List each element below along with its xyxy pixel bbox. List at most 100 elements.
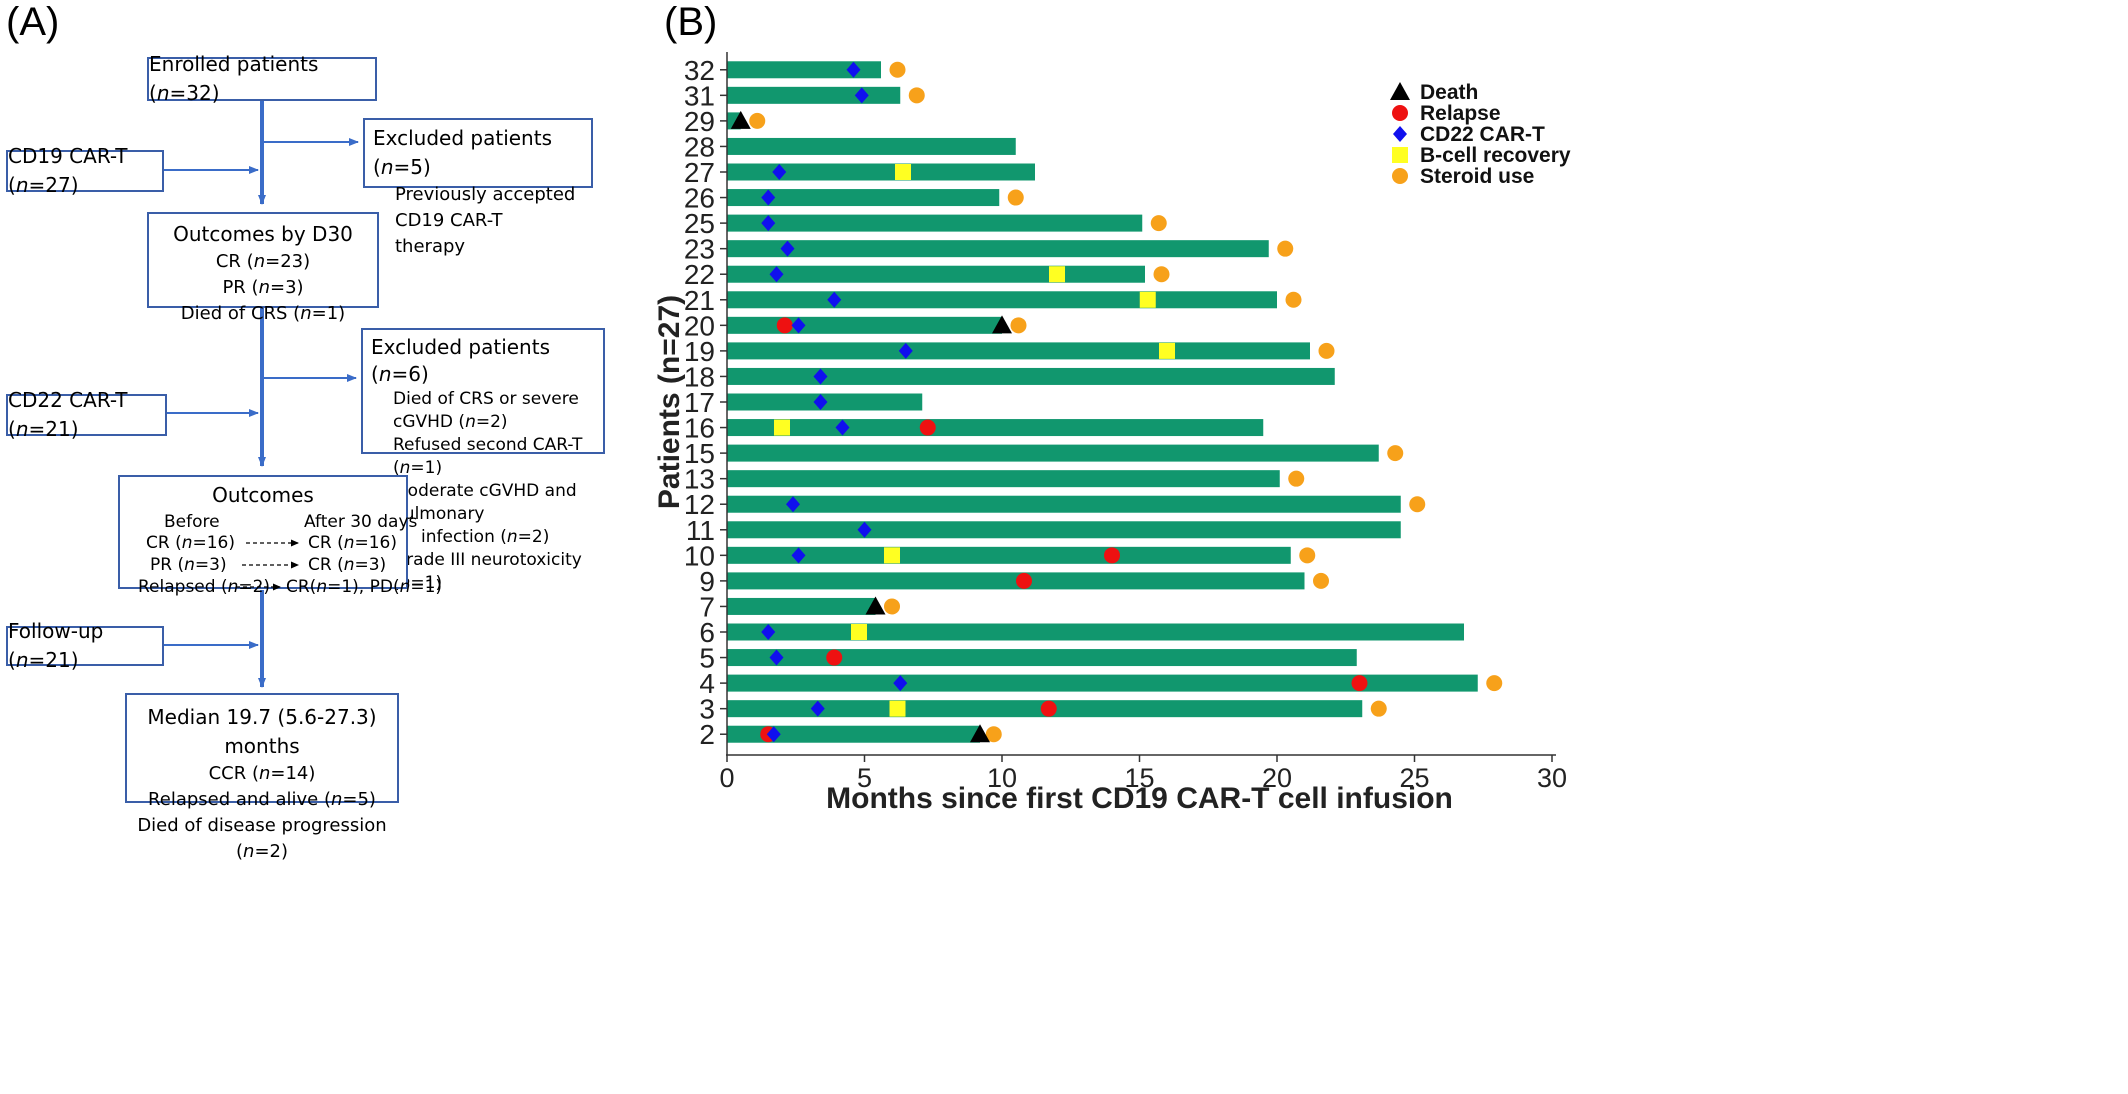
steroid-use-marker	[908, 87, 925, 104]
y-tick-label: 16	[684, 413, 715, 444]
legend-relapse-symbol	[1392, 105, 1408, 121]
bar-patient-12	[727, 495, 1401, 513]
bar-patient-25	[727, 214, 1143, 232]
excluded-2-line: Died of CRS or severe cGVHD (n=2)	[393, 389, 579, 432]
y-tick-label: 17	[684, 387, 715, 418]
b-cell-recovery-marker	[851, 624, 867, 640]
excluded-1-title: Excluded patients (n=5)	[373, 126, 552, 179]
excluded-box-2: Excluded patients (n=6) Died of CRS or s…	[361, 328, 605, 593]
y-tick-label: 26	[684, 183, 715, 214]
relapse-marker	[1104, 547, 1120, 564]
panel-b-label: (B)	[664, 0, 718, 44]
b-cell-recovery-marker	[1139, 291, 1156, 308]
b-cell-recovery-marker	[884, 547, 900, 564]
cd22-car-t-marker	[813, 368, 828, 385]
cd22-car-t-marker	[857, 521, 872, 538]
b-cell-recovery-marker	[895, 164, 911, 180]
b-cell-recovery-marker	[1049, 266, 1065, 283]
excluded-1-line: Previously accepted CD19 CAR-T	[395, 184, 576, 232]
steroid-use-marker	[1007, 189, 1024, 206]
death-marker	[992, 315, 1012, 334]
legend-b-cell-recovery-label: B-cell recovery	[1420, 144, 1571, 167]
after-value: CR (n=16)	[308, 533, 398, 553]
bar-patient-32	[727, 61, 881, 79]
steroid-use-marker	[1318, 342, 1335, 359]
legend-death-symbol	[1390, 82, 1410, 100]
steroid-use-marker	[1387, 445, 1404, 462]
cd22-car-t-marker	[813, 394, 828, 410]
x-tick-label: 20	[1262, 763, 1292, 793]
x-tick-label: 5	[857, 763, 872, 793]
cd22-car-t-marker	[827, 291, 842, 308]
panel-a-label: (A)	[6, 0, 60, 44]
y-tick-label: 32	[684, 55, 715, 86]
y-tick-label: 15	[684, 438, 715, 469]
final-line: Relapsed and alive (n=5)	[148, 789, 376, 811]
y-axis-label: Patients (n=27)	[653, 295, 686, 509]
excluded-2-line: Moderate cGVHD and pulmonary	[393, 480, 577, 524]
outcomes-dashed-arrows	[236, 539, 299, 591]
d30-line: CR (n=23)	[215, 251, 311, 272]
cd22-car-t-marker	[772, 164, 787, 180]
d30-line: PR (n=3)	[222, 277, 304, 299]
x-tick-label: 15	[1124, 763, 1154, 793]
y-tick-label: 7	[699, 591, 715, 622]
steroid-use-marker	[1288, 470, 1305, 487]
b-cell-recovery-marker	[889, 700, 906, 717]
legend-steroid-use-symbol	[1392, 168, 1408, 184]
steroid-use-marker	[749, 112, 766, 129]
cd22-car-t-marker	[786, 496, 800, 513]
b-cell-recovery-marker	[1159, 342, 1175, 359]
y-tick-label: 22	[684, 259, 715, 290]
bar-patient-28	[727, 137, 1016, 155]
x-tick-label: 10	[987, 763, 1017, 793]
x-axis-label: Months since first CD19 CAR-T cell infus…	[826, 782, 1453, 815]
d30-title: Outcomes by D30	[173, 222, 353, 246]
bar-patient-22	[727, 265, 1145, 283]
bar-patient-18	[727, 367, 1335, 385]
followup-box: Follow-up (n=21)	[6, 619, 164, 672]
y-tick-label: 31	[684, 80, 715, 111]
y-tick-label: 9	[699, 566, 715, 597]
bar-patient-23	[727, 240, 1269, 258]
bar-patient-11	[727, 521, 1401, 539]
enrolled-box: Enrolled patients (n=32)	[147, 52, 377, 105]
y-tick-label: 10	[684, 540, 715, 571]
legend-cd22-car-t-label: CD22 CAR-T	[1420, 123, 1545, 146]
death-marker	[730, 110, 751, 129]
steroid-use-marker	[889, 61, 906, 78]
y-tick-label: 28	[684, 131, 715, 162]
death-marker	[865, 596, 886, 615]
y-tick-label: 4	[699, 668, 715, 699]
bar-patient-16	[727, 419, 1264, 437]
after-value: CR (n=3)	[308, 555, 387, 575]
bar-patient-6	[727, 623, 1464, 641]
outcomes-title: Outcomes	[212, 483, 314, 507]
steroid-use-marker	[1370, 700, 1387, 717]
followup-text: Follow-up (n=21)	[8, 619, 104, 672]
d30-box: Outcomes by D30 CR (n=23) PR (n=3) Died …	[147, 212, 379, 324]
before-value: PR (n=3)	[150, 555, 227, 575]
bar-patient-20	[727, 316, 1002, 334]
final-line: CCR (n=14)	[208, 763, 316, 784]
y-tick-label: 18	[684, 361, 715, 392]
relapse-marker	[776, 317, 793, 334]
cd22-car-t-marker	[846, 61, 861, 78]
cd22-car-t-marker	[810, 700, 825, 717]
cd22-car-t-marker	[791, 547, 806, 564]
y-tick-label: 5	[699, 643, 715, 674]
excluded-2-line: Refused second CAR-T (n=1)	[393, 434, 583, 478]
cd22-box: CD22 CAR-T (n=21)	[6, 388, 167, 441]
x-tick-label: 0	[719, 763, 734, 793]
cd19-box: CD19 CAR-T (n=27)	[6, 144, 164, 197]
final-title: Median 19.7 (5.6-27.3) months	[147, 705, 377, 758]
y-tick-label: 13	[684, 464, 715, 495]
relapse-marker	[919, 419, 936, 436]
cd22-text: CD22 CAR-T (n=21)	[8, 388, 128, 441]
steroid-use-marker	[1277, 240, 1294, 257]
before-value: CR (n=16)	[146, 533, 236, 553]
steroid-use-marker	[1010, 317, 1027, 334]
legend-steroid-use-label: Steroid use	[1420, 165, 1534, 188]
steroid-use-marker	[1150, 215, 1167, 232]
